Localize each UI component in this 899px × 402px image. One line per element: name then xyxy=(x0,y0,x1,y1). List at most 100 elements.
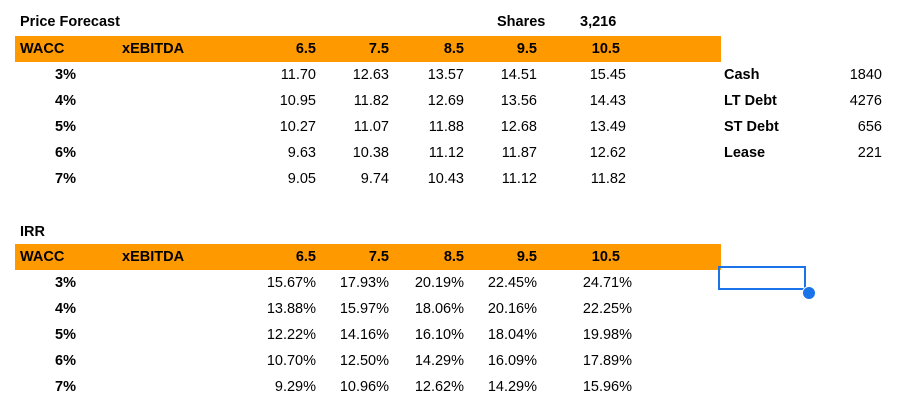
price-header-xebitda[interactable]: xEBITDA xyxy=(122,41,185,57)
price-cell[interactable]: 10.38 xyxy=(352,145,389,161)
irr-cell[interactable]: 15.96% xyxy=(582,379,632,395)
irr-cell[interactable]: 18.04% xyxy=(487,327,537,343)
price-cell[interactable]: 10.27 xyxy=(279,119,316,135)
irr-cell[interactable]: 12.22% xyxy=(266,327,316,343)
irr-cell[interactable]: 15.67% xyxy=(266,275,316,291)
price-cell[interactable]: 12.69 xyxy=(427,93,464,109)
irr-cell[interactable]: 14.29% xyxy=(414,353,464,369)
table-row: 7% 9.29% 10.96% 12.62% 14.29% 15.96% xyxy=(0,374,899,400)
price-row-label[interactable]: 5% xyxy=(55,119,76,135)
price-cell[interactable]: 12.68 xyxy=(500,119,537,135)
irr-cell[interactable]: 20.19% xyxy=(414,275,464,291)
price-header-row: WACC xEBITDA 6.5 7.5 8.5 9.5 10.5 xyxy=(0,36,899,62)
irr-cell[interactable]: 9.29% xyxy=(274,379,316,395)
irr-cell[interactable]: 24.71% xyxy=(582,275,632,291)
irr-row-label[interactable]: 7% xyxy=(55,379,76,395)
shares-label[interactable]: Shares xyxy=(497,14,546,30)
irr-row-label[interactable]: 6% xyxy=(55,353,76,369)
irr-cell[interactable]: 13.88% xyxy=(266,301,316,317)
irr-cell[interactable]: 17.93% xyxy=(339,275,389,291)
table-row: 6% 10.70% 12.50% 14.29% 16.09% 17.89% xyxy=(0,348,899,374)
price-cell[interactable]: 14.51 xyxy=(500,67,537,83)
irr-cell[interactable]: 16.10% xyxy=(414,327,464,343)
price-cell[interactable]: 11.88 xyxy=(428,119,464,135)
table-row: 5% 10.27 11.07 11.88 12.68 13.49 xyxy=(0,114,899,140)
irr-cell[interactable]: 12.62% xyxy=(414,379,464,395)
irr-cell[interactable]: 16.09% xyxy=(487,353,537,369)
price-cell[interactable]: 10.95 xyxy=(279,93,316,109)
price-cell[interactable]: 14.43 xyxy=(589,93,626,109)
cash-label[interactable]: Cash xyxy=(724,67,760,83)
price-header-band xyxy=(15,36,721,62)
irr-header-col-1[interactable]: 6.5 xyxy=(295,249,316,265)
price-cell[interactable]: 11.87 xyxy=(501,145,537,161)
irr-cell[interactable]: 12.50% xyxy=(339,353,389,369)
price-cell[interactable]: 9.05 xyxy=(287,171,316,187)
price-cell[interactable]: 11.82 xyxy=(590,171,626,187)
irr-row-label[interactable]: 4% xyxy=(55,301,76,317)
price-cell[interactable]: 12.63 xyxy=(352,67,389,83)
side-row: Lease 221 xyxy=(0,140,899,166)
irr-header-wacc[interactable]: WACC xyxy=(20,249,65,265)
st-debt-label[interactable]: ST Debt xyxy=(724,119,779,135)
irr-cell[interactable]: 15.97% xyxy=(339,301,389,317)
irr-cell[interactable]: 19.98% xyxy=(582,327,632,343)
price-cell[interactable]: 11.70 xyxy=(280,67,316,83)
irr-header-col-3[interactable]: 8.5 xyxy=(443,249,464,265)
price-header-wacc[interactable]: WACC xyxy=(20,41,65,57)
price-cell[interactable]: 15.45 xyxy=(589,67,626,83)
price-header-col-2[interactable]: 7.5 xyxy=(368,41,389,57)
price-cell[interactable]: 10.43 xyxy=(427,171,464,187)
price-row-label[interactable]: 3% xyxy=(55,67,76,83)
irr-cell[interactable]: 10.96% xyxy=(339,379,389,395)
selected-cell[interactable] xyxy=(718,266,806,290)
price-header-col-1[interactable]: 6.5 xyxy=(295,41,316,57)
price-cell[interactable]: 13.56 xyxy=(500,93,537,109)
price-header-col-4[interactable]: 9.5 xyxy=(516,41,537,57)
irr-cell[interactable]: 22.25% xyxy=(582,301,632,317)
price-cell[interactable]: 13.57 xyxy=(427,67,464,83)
shares-value[interactable]: 3,216 xyxy=(580,14,617,30)
price-row-label[interactable]: 7% xyxy=(55,171,76,187)
price-cell[interactable]: 11.07 xyxy=(353,119,389,135)
irr-header-col-2[interactable]: 7.5 xyxy=(368,249,389,265)
price-header-col-3[interactable]: 8.5 xyxy=(443,41,464,57)
irr-header-col-4[interactable]: 9.5 xyxy=(516,249,537,265)
irr-header-row: WACC xEBITDA 6.5 7.5 8.5 9.5 10.5 xyxy=(0,244,899,270)
side-row: ST Debt 656 xyxy=(0,114,899,140)
irr-cell[interactable]: 22.45% xyxy=(487,275,537,291)
irr-title[interactable]: IRR xyxy=(20,224,45,240)
fill-handle[interactable] xyxy=(802,286,816,300)
irr-cell[interactable]: 10.70% xyxy=(266,353,316,369)
irr-cell[interactable]: 14.16% xyxy=(339,327,389,343)
price-header-col-5[interactable]: 10.5 xyxy=(591,41,620,57)
lease-value[interactable]: 221 xyxy=(857,145,882,161)
table-row: 6% 9.63 10.38 11.12 11.87 12.62 xyxy=(0,140,899,166)
irr-header-band xyxy=(15,244,721,270)
lt-debt-value[interactable]: 4276 xyxy=(849,93,882,109)
table-row: 4% 10.95 11.82 12.69 13.56 14.43 xyxy=(0,88,899,114)
price-row-label[interactable]: 4% xyxy=(55,93,76,109)
irr-row-label[interactable]: 5% xyxy=(55,327,76,343)
st-debt-value[interactable]: 656 xyxy=(857,119,882,135)
price-cell[interactable]: 13.49 xyxy=(589,119,626,135)
lt-debt-label[interactable]: LT Debt xyxy=(724,93,777,109)
irr-row-label[interactable]: 3% xyxy=(55,275,76,291)
price-cell[interactable]: 11.12 xyxy=(501,171,537,187)
price-cell[interactable]: 12.62 xyxy=(589,145,626,161)
price-cell[interactable]: 9.63 xyxy=(287,145,316,161)
irr-header-xebitda[interactable]: xEBITDA xyxy=(122,249,185,265)
cash-value[interactable]: 1840 xyxy=(849,67,882,83)
irr-cell[interactable]: 14.29% xyxy=(487,379,537,395)
price-cell[interactable]: 11.12 xyxy=(428,145,464,161)
irr-cell[interactable]: 17.89% xyxy=(582,353,632,369)
price-row-label[interactable]: 6% xyxy=(55,145,76,161)
lease-label[interactable]: Lease xyxy=(724,145,766,161)
irr-cell[interactable]: 18.06% xyxy=(414,301,464,317)
price-cell[interactable]: 9.74 xyxy=(360,171,389,187)
irr-header-col-5[interactable]: 10.5 xyxy=(591,249,620,265)
side-row: LT Debt 4276 xyxy=(0,88,899,114)
irr-cell[interactable]: 20.16% xyxy=(487,301,537,317)
price-cell[interactable]: 11.82 xyxy=(353,93,389,109)
price-forecast-title[interactable]: Price Forecast xyxy=(20,14,120,30)
